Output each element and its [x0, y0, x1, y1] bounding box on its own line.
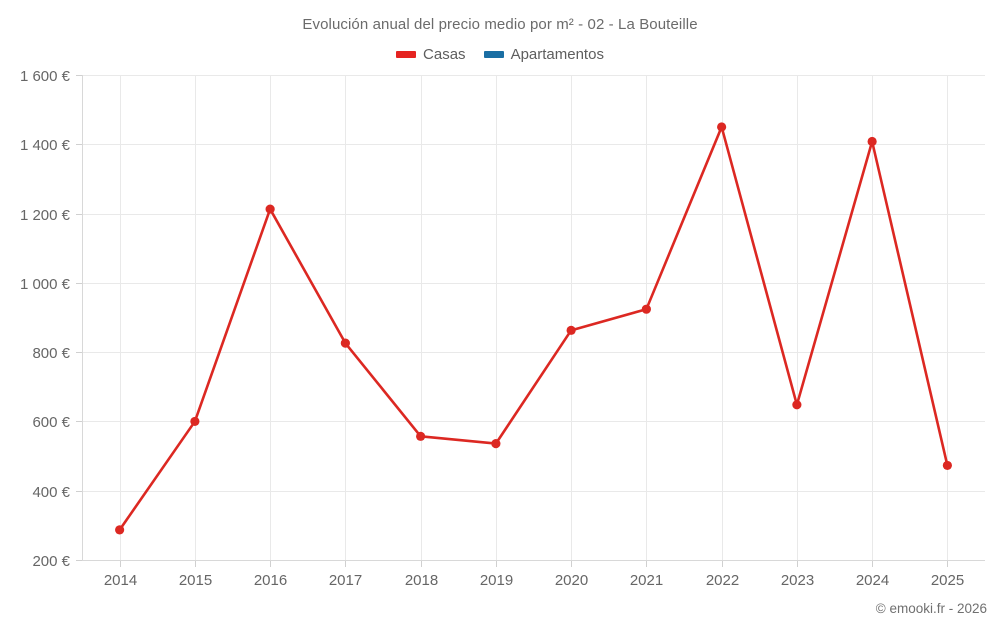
x-tick-label: 2021: [630, 572, 663, 589]
legend-swatch-apartamentos: [483, 51, 504, 58]
y-tick-label: 1 000 €: [20, 276, 71, 293]
y-tick-label: 800 €: [32, 345, 70, 362]
x-tick-label: 2014: [104, 572, 137, 589]
axis-lines: [76, 75, 985, 567]
y-tick-label: 600 €: [32, 414, 70, 431]
legend-item-apartamentos[interactable]: Apartamentos: [483, 46, 604, 63]
chart-legend: Casas Apartamentos: [0, 46, 1000, 63]
x-tick-label: 2023: [781, 572, 814, 589]
legend-item-casas[interactable]: Casas: [396, 46, 466, 63]
y-tick-label: 200 €: [32, 553, 70, 570]
x-tick-label: 2019: [480, 572, 513, 589]
y-tick-labels: 200 € 400 € 600 € 800 € 1 000 € 1 200 € 1 400 …: [20, 68, 71, 570]
credit-text: © emooki.fr - 2026: [875, 601, 987, 616]
chart-title: Evolución anual del precio medio por m² …: [302, 16, 698, 33]
data-point[interactable]: [416, 431, 426, 441]
data-point[interactable]: [942, 460, 952, 471]
data-point[interactable]: [867, 136, 877, 147]
data-point[interactable]: [190, 416, 200, 427]
data-point[interactable]: [641, 304, 651, 314]
data-point[interactable]: [491, 439, 501, 449]
legend-label-casas: Casas: [423, 46, 466, 63]
x-tick-labels: 2014 2015 2016 2017 2018 2019 2020 2021 2022 2023…: [104, 572, 964, 589]
grid-horizontal: [82, 75, 985, 561]
legend-label-apartamentos: Apartamentos: [510, 46, 604, 63]
y-tick-label: 400 €: [32, 484, 70, 501]
y-tick-label: 1 200 €: [20, 207, 71, 224]
data-point[interactable]: [566, 325, 576, 335]
legend-swatch-casas: [396, 51, 417, 58]
x-tick-label: 2020: [555, 572, 588, 589]
x-tick-label: 2016: [254, 572, 287, 589]
data-point[interactable]: [717, 122, 727, 132]
data-point[interactable]: [265, 204, 275, 214]
data-point[interactable]: [792, 400, 802, 410]
x-tick-label: 2025: [931, 572, 964, 589]
grid-vertical: [120, 75, 948, 560]
data-point[interactable]: [340, 338, 350, 348]
data-point[interactable]: [115, 525, 125, 535]
x-tick-label: 2015: [179, 572, 212, 589]
series-layer: [115, 122, 952, 535]
y-tick-label: 1 600 €: [20, 68, 71, 85]
y-tick-label: 1 400 €: [20, 137, 71, 154]
series-line-casas: [118, 125, 949, 532]
x-tick-label: 2022: [706, 572, 739, 589]
x-tick-label: 2018: [405, 572, 438, 589]
x-tick-label: 2017: [329, 572, 362, 589]
x-tick-label: 2024: [856, 572, 889, 589]
